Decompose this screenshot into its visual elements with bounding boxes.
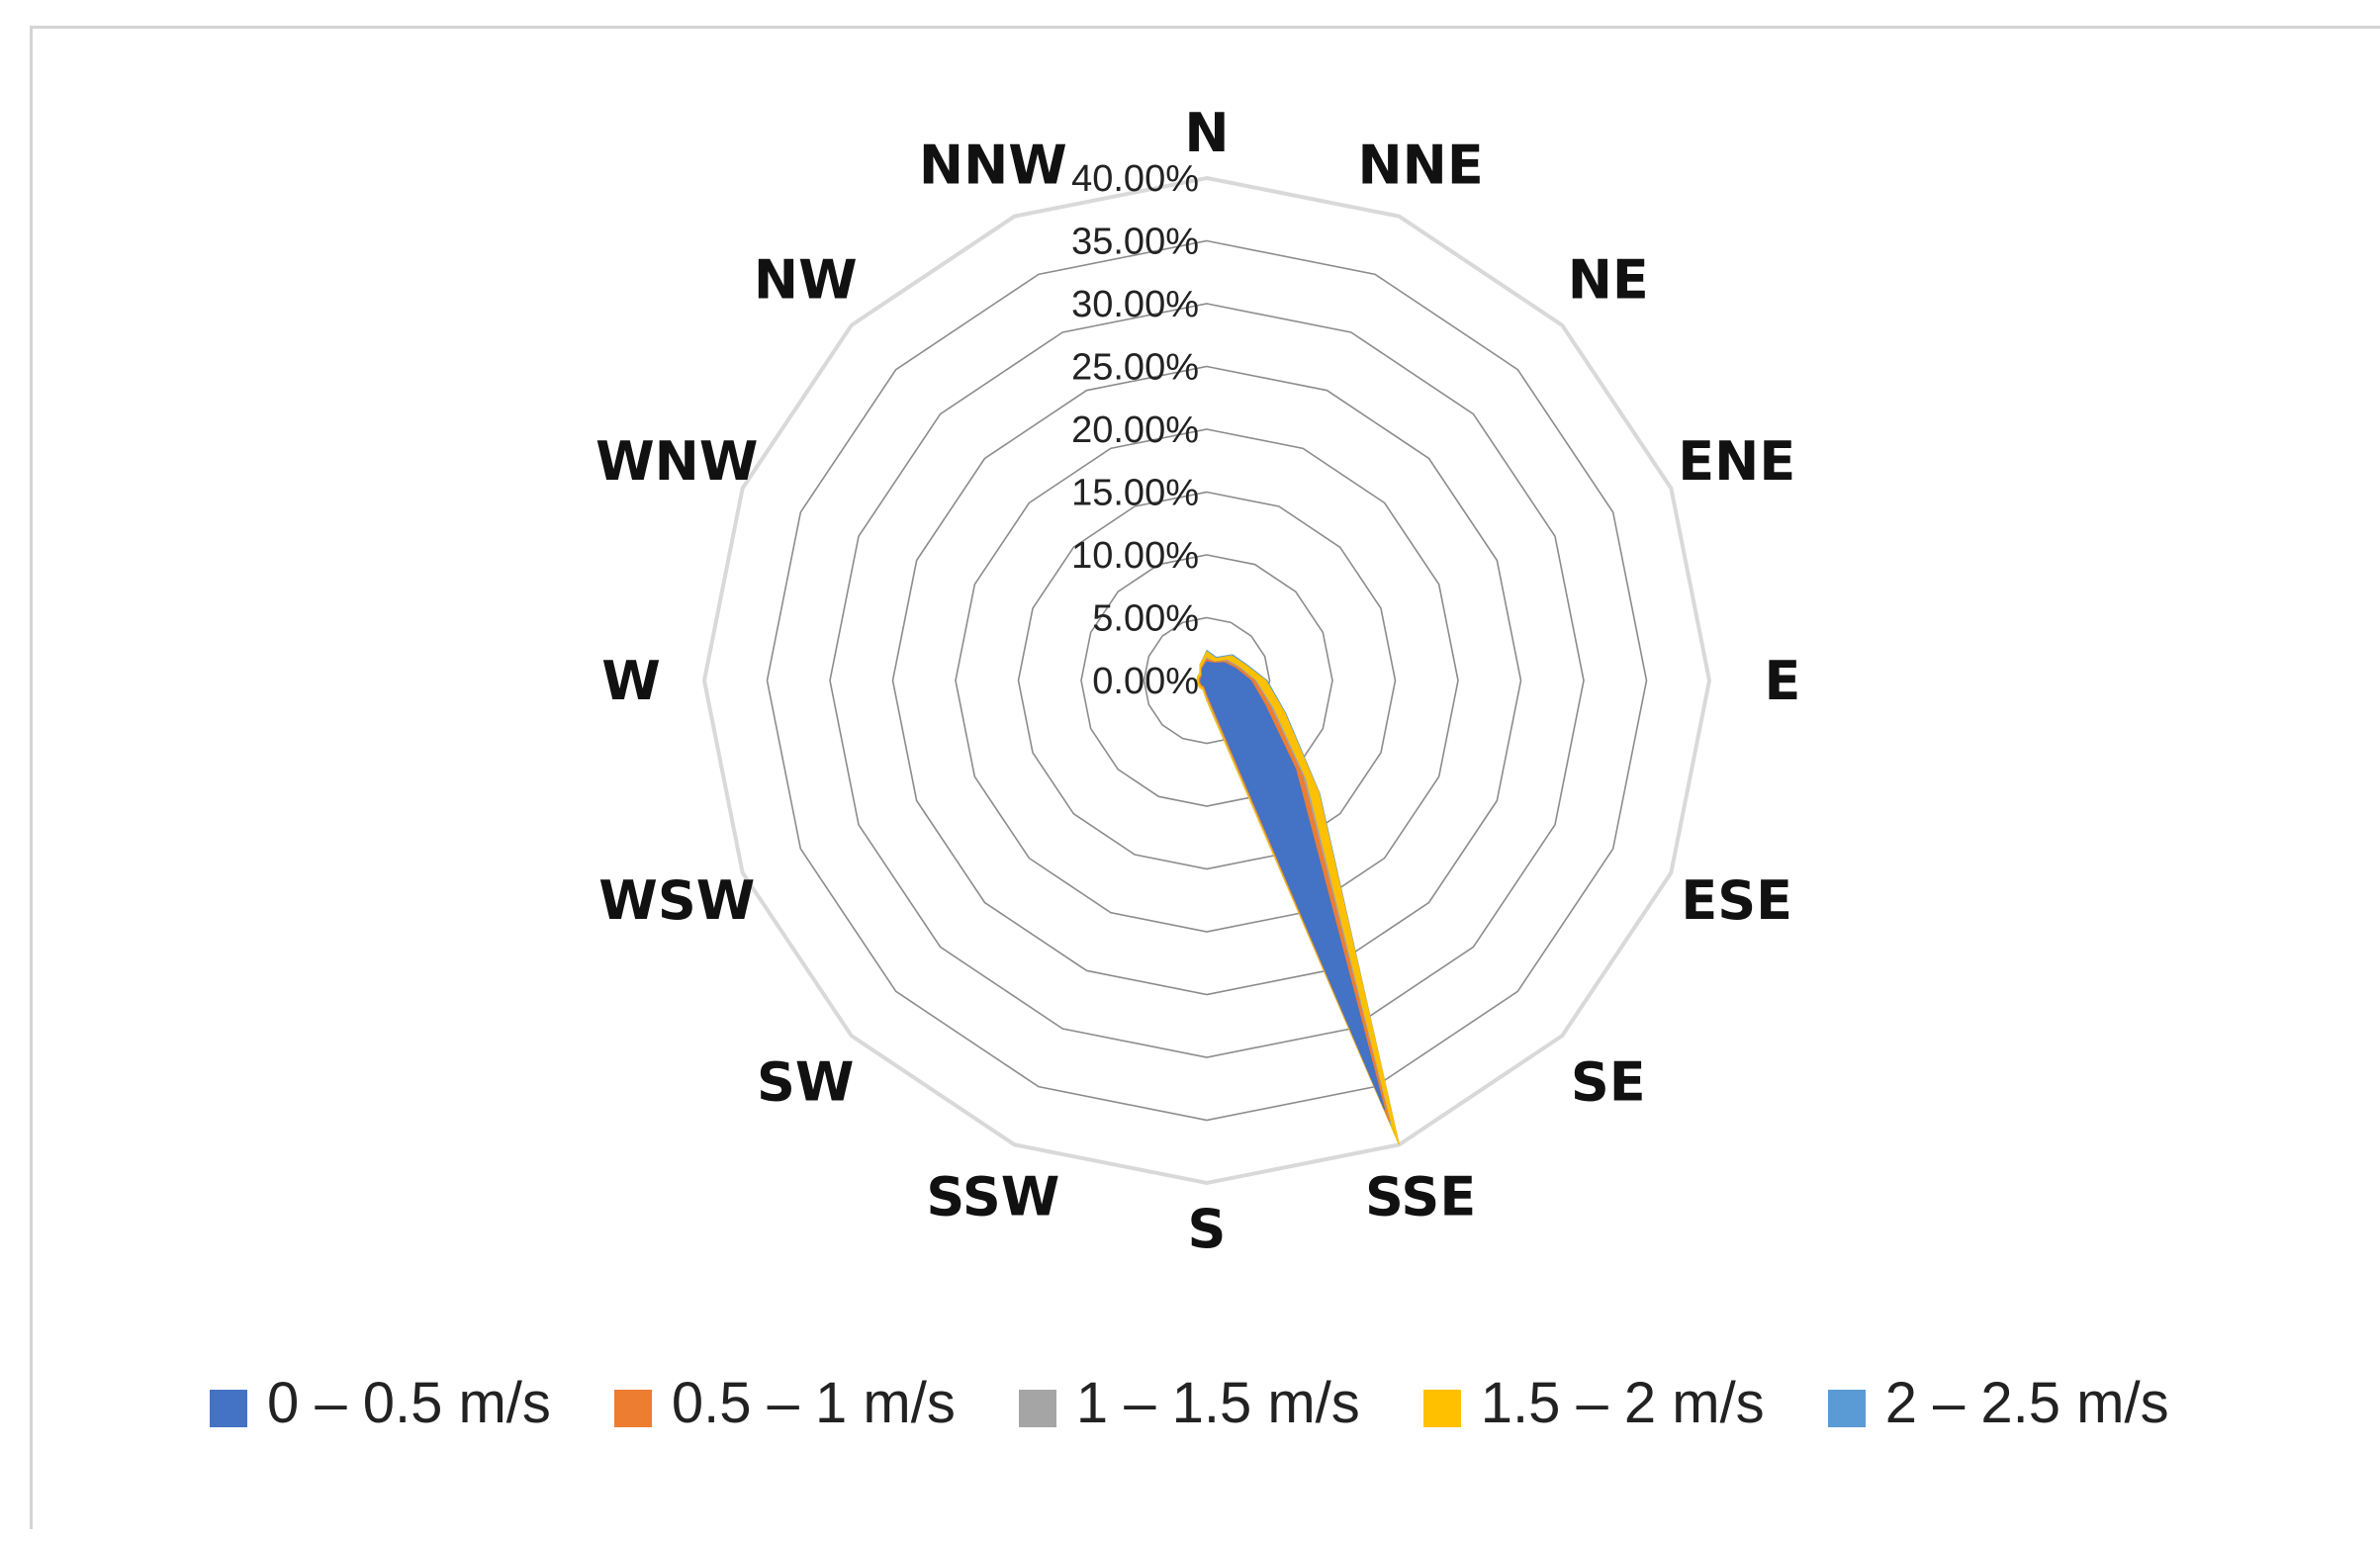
legend-swatch — [1018, 1390, 1056, 1427]
grid-ring — [766, 239, 1648, 1122]
legend-item: 2 – 2.5 m/s — [1827, 1370, 2169, 1436]
direction-label: WNW — [595, 430, 758, 493]
legend-item: 0 – 0.5 m/s — [210, 1370, 551, 1436]
legend-label: 0 – 0.5 m/s — [267, 1370, 551, 1435]
radial-tick-labels: 0.00% 5.00% 10.00% 15.00% 20.00% 25.00% 30.00%… — [1071, 158, 1199, 702]
radial-tick-label: 40.00% — [1071, 158, 1199, 200]
legend-label: 2 – 2.5 m/s — [1884, 1370, 2169, 1435]
legend-item: 0.5 – 1 m/s — [613, 1370, 956, 1436]
grid-ring — [829, 303, 1585, 1058]
radial-tick-label: 5.00% — [1092, 598, 1199, 640]
series-areas — [1196, 649, 1400, 1145]
legend-item: 1.5 – 2 m/s — [1422, 1370, 1765, 1436]
direction-labels: N NNE NE ENE E ESE SE SSE S SSW SW WSW W WNW NW NNW — [595, 102, 1800, 1260]
grid-ring — [1143, 616, 1271, 745]
grid-ring — [891, 365, 1522, 996]
legend-swatch — [613, 1390, 652, 1427]
direction-label: SE — [1571, 1051, 1646, 1114]
radial-tick-label: 10.00% — [1071, 535, 1199, 577]
radial-tick-label: 0.00% — [1092, 661, 1199, 702]
legend: 0 – 0.5 m/s 0.5 – 1 m/s 1 – 1.5 m/s 1.5 – 2… — [210, 1363, 2233, 1442]
direction-label: E — [1765, 650, 1801, 712]
direction-label: ESE — [1681, 869, 1792, 932]
radial-tick-label: 20.00% — [1071, 409, 1199, 451]
direction-label: SSW — [926, 1166, 1059, 1228]
direction-label: NNW — [919, 134, 1067, 196]
direction-label: N — [1184, 102, 1229, 164]
direction-label: ENE — [1678, 430, 1795, 493]
legend-swatch — [1827, 1390, 1866, 1427]
radar-grid — [701, 175, 1712, 1186]
radial-tick-label: 25.00% — [1071, 347, 1199, 389]
direction-label: WSW — [598, 869, 755, 932]
legend-item: 1 – 1.5 m/s — [1018, 1370, 1360, 1436]
direction-label: SSE — [1365, 1166, 1476, 1228]
grid-ring — [701, 175, 1712, 1186]
legend-swatch — [1422, 1390, 1461, 1427]
grid-ring — [1017, 491, 1397, 870]
grid-ring — [955, 428, 1459, 933]
series-area — [1200, 661, 1386, 1111]
legend-label: 1.5 – 2 m/s — [1480, 1370, 1765, 1435]
chart-frame — [30, 26, 2380, 1529]
radial-tick-label: 30.00% — [1071, 284, 1199, 325]
direction-label: NE — [1568, 248, 1649, 311]
radial-tick-label: 35.00% — [1071, 222, 1199, 263]
direction-label: NNE — [1357, 134, 1483, 196]
legend-label: 1 – 1.5 m/s — [1075, 1370, 1360, 1435]
legend-label: 0.5 – 1 m/s — [671, 1370, 956, 1435]
direction-label: SW — [757, 1051, 854, 1114]
radial-tick-label: 15.00% — [1071, 473, 1199, 514]
direction-label: S — [1188, 1198, 1227, 1260]
legend-swatch — [210, 1390, 247, 1427]
grid-ring — [1080, 554, 1333, 807]
direction-label: W — [601, 650, 661, 712]
direction-label: NW — [754, 248, 858, 311]
